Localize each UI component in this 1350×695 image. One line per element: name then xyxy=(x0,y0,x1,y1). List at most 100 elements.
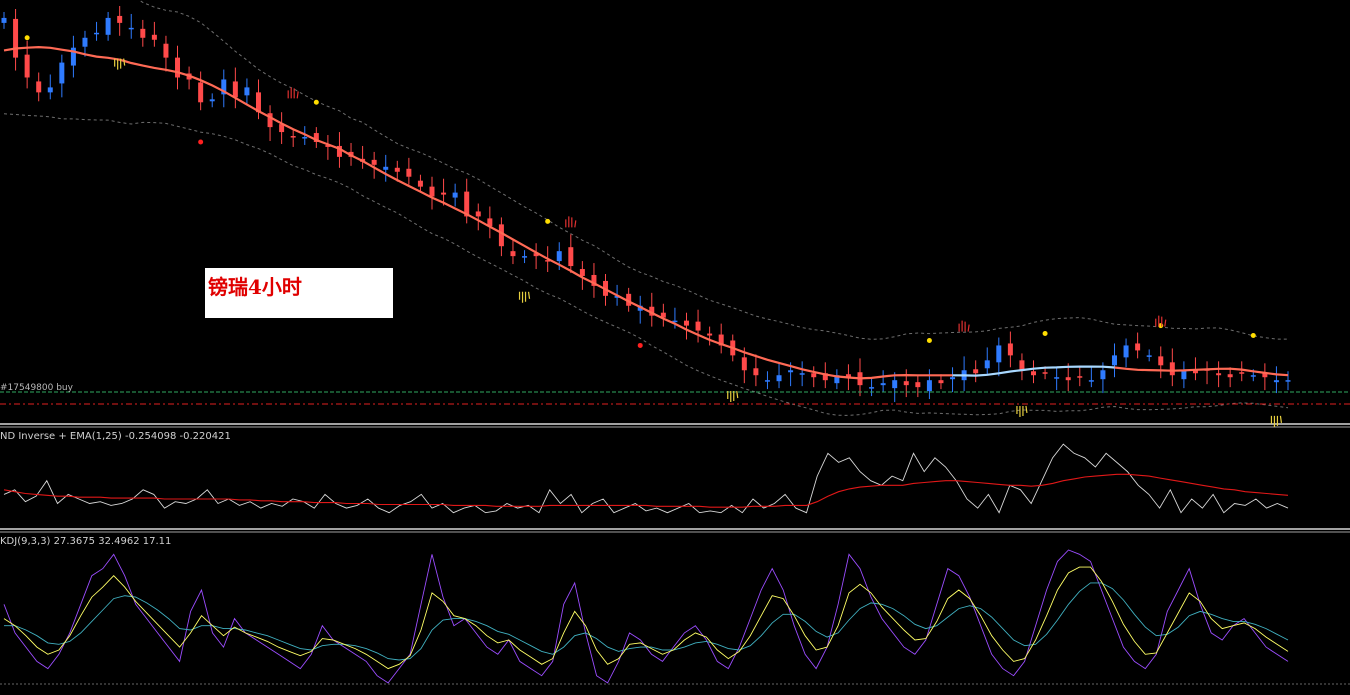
candle-body xyxy=(1123,345,1129,358)
candle-body xyxy=(1019,360,1025,371)
order-line-label: #17549800 buy xyxy=(0,383,73,393)
candle-body xyxy=(406,168,412,177)
candle-body xyxy=(498,224,504,247)
candle-body xyxy=(533,253,539,257)
candle-body xyxy=(163,43,169,58)
moving-average-line-up xyxy=(952,365,1115,377)
candle-body xyxy=(788,370,794,373)
candle-body xyxy=(707,333,713,336)
candle-body xyxy=(1216,373,1222,376)
candle-body xyxy=(47,87,53,93)
candle-body xyxy=(764,380,770,382)
candle-body xyxy=(915,382,921,388)
hand-bottom-icon xyxy=(518,291,531,303)
candle-body xyxy=(892,380,898,389)
candle-body xyxy=(1088,380,1094,382)
candle-body xyxy=(753,368,759,376)
candle-body xyxy=(1007,343,1013,356)
ema-line xyxy=(3,473,1289,508)
candle-body xyxy=(279,124,285,133)
candle-body xyxy=(880,383,886,386)
candle-body xyxy=(105,17,111,35)
candle-body xyxy=(1158,356,1164,366)
nd-inverse-title: ND Inverse + EMA(1,25) xyxy=(0,431,122,442)
kdj-value-d: 32.4962 xyxy=(98,536,140,547)
candle-body xyxy=(683,320,689,326)
candle-body xyxy=(649,306,655,316)
candle-body xyxy=(834,375,840,384)
kdj-title: KDJ(9,3,3) xyxy=(0,536,51,547)
nd-inverse-value-2: -0.220421 xyxy=(179,431,231,442)
signal-dot-red xyxy=(637,342,643,348)
candle-body xyxy=(1169,362,1175,376)
candle-body xyxy=(984,360,990,369)
candle-body xyxy=(522,256,528,258)
candle-body xyxy=(1227,374,1233,378)
candle-body xyxy=(776,375,782,382)
candle-body xyxy=(811,373,817,378)
hand-bottom-icon xyxy=(727,390,739,403)
candle-body xyxy=(336,145,342,157)
candle-body xyxy=(718,334,724,346)
candle-body xyxy=(117,15,123,23)
candle-body xyxy=(232,81,238,98)
candle-body xyxy=(950,377,956,380)
candle-body xyxy=(198,82,204,103)
candle-body xyxy=(464,191,470,217)
hand-top-icon xyxy=(958,320,970,332)
candle-body xyxy=(441,192,447,195)
signal-dot-yellow xyxy=(1250,333,1256,339)
candle-body xyxy=(1042,372,1048,374)
candle-body xyxy=(394,167,400,172)
candle-body xyxy=(70,47,76,66)
candle-body xyxy=(371,159,377,165)
kdj-value-k: 27.3675 xyxy=(53,536,96,547)
candle-body xyxy=(175,57,181,78)
candle-body xyxy=(869,387,875,389)
candle-body xyxy=(36,81,42,93)
nd-inverse-line xyxy=(3,443,1289,514)
signal-dot-yellow xyxy=(1042,331,1048,337)
candle-body xyxy=(1031,371,1037,376)
candle-body xyxy=(13,18,19,58)
candle-body xyxy=(996,345,1002,363)
kdj-k-line xyxy=(3,566,1289,670)
candle-body xyxy=(140,28,146,38)
candle-body xyxy=(24,54,30,78)
kdj-value-j: 17.11 xyxy=(142,536,172,547)
candle-body xyxy=(209,99,215,102)
candle-body xyxy=(799,373,805,375)
candle-body xyxy=(556,251,562,262)
candle-body xyxy=(614,295,620,298)
candle-body xyxy=(695,321,701,331)
upper-band-line xyxy=(138,0,1288,340)
candle-body xyxy=(1181,370,1187,380)
candle-body xyxy=(1,17,7,23)
candle-body xyxy=(1100,370,1106,380)
candle-body xyxy=(59,62,65,84)
candle-body xyxy=(1250,375,1256,377)
candle-body xyxy=(1054,377,1060,379)
candle-body xyxy=(267,113,273,128)
signal-dot-yellow xyxy=(24,35,30,41)
candle-body xyxy=(487,218,493,227)
candle-body xyxy=(151,34,157,40)
signal-dot-yellow xyxy=(926,337,932,343)
candle-body xyxy=(660,312,666,318)
candle-body xyxy=(822,373,828,381)
candle-body xyxy=(672,320,678,323)
candle-body xyxy=(255,92,261,113)
candle-body xyxy=(128,27,134,30)
candle-body xyxy=(94,32,100,35)
candle-body xyxy=(1146,355,1152,357)
candle-body xyxy=(475,211,481,217)
kdj-indicator-label: KDJ(9,3,3) 27.3675 32.4962 17.11 xyxy=(0,536,171,547)
nd-inverse-value-1: -0.254098 xyxy=(124,431,177,442)
signal-dot-yellow xyxy=(545,218,551,224)
hand-top-icon xyxy=(565,216,577,228)
hand-bottom-icon xyxy=(1270,415,1283,427)
lower-band-line xyxy=(3,113,1289,416)
candle-body xyxy=(313,133,319,142)
nd-inverse-indicator-label: ND Inverse + EMA(1,25) -0.254098 -0.2204… xyxy=(0,431,231,442)
